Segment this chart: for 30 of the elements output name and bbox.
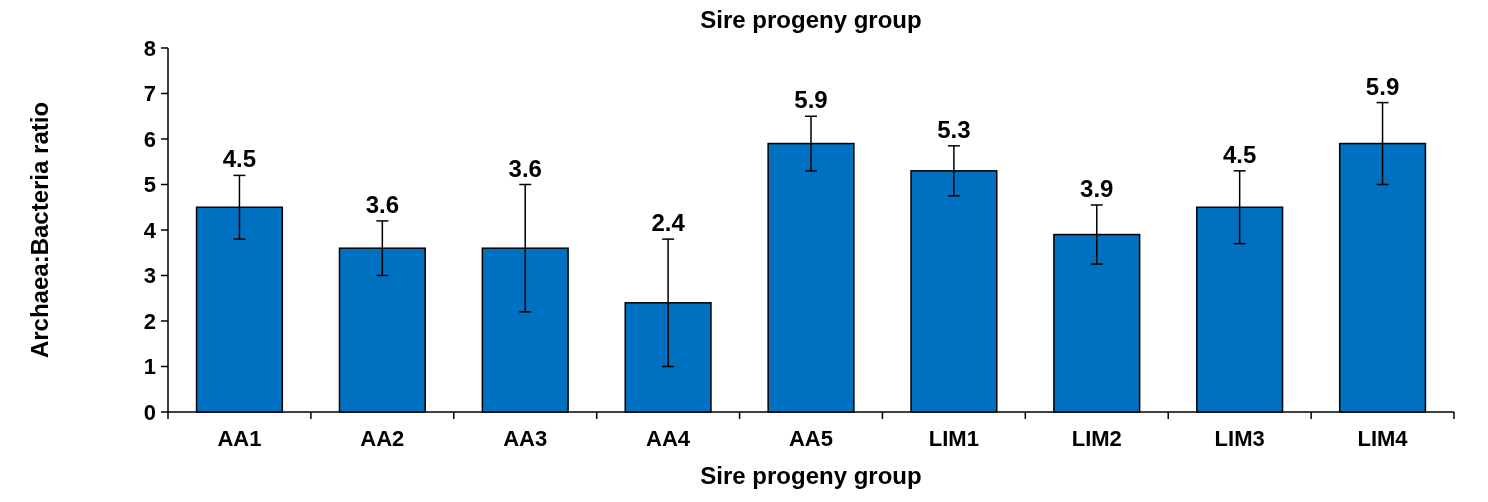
x-tick-label: AA3: [503, 426, 548, 451]
x-tick-label: LIM1: [928, 426, 979, 451]
data-label: 5.9: [1365, 72, 1400, 100]
y-tick-label: 5: [143, 172, 156, 198]
y-tick-label: 7: [143, 81, 156, 107]
y-tick-label: 2: [143, 308, 156, 334]
data-label: 5.9: [794, 86, 828, 114]
chart-title: Sire progeny group: [700, 6, 922, 33]
y-axis-title: Archaea:Bacteria ratio: [26, 101, 53, 359]
data-label: 2.4: [651, 209, 686, 237]
x-tick-label: LIM4: [1357, 426, 1409, 451]
data-label: 4.5: [1222, 140, 1257, 168]
data-label: 3.9: [1080, 174, 1114, 202]
x-tick-label: AA2: [360, 426, 405, 451]
x-tick-label: AA4: [646, 426, 691, 451]
data-label: 5.3: [937, 115, 971, 143]
y-tick-label: 1: [143, 354, 156, 380]
x-tick-label: LIM3: [1214, 426, 1265, 451]
data-label: 4.5: [222, 145, 257, 173]
x-tick-label: AA1: [217, 426, 262, 451]
x-tick-label: LIM2: [1071, 426, 1122, 451]
data-label: 3.6: [365, 190, 400, 218]
y-tick-label: 6: [143, 126, 156, 152]
y-tick-label: 0: [143, 399, 156, 425]
y-tick-label: 8: [143, 35, 156, 61]
x-axis-title: Sire progeny group: [700, 462, 922, 489]
y-tick-label: 3: [143, 263, 156, 289]
x-tick-label: AA5: [788, 426, 834, 451]
y-tick-label: 4: [143, 217, 157, 243]
data-label: 3.6: [508, 154, 542, 182]
